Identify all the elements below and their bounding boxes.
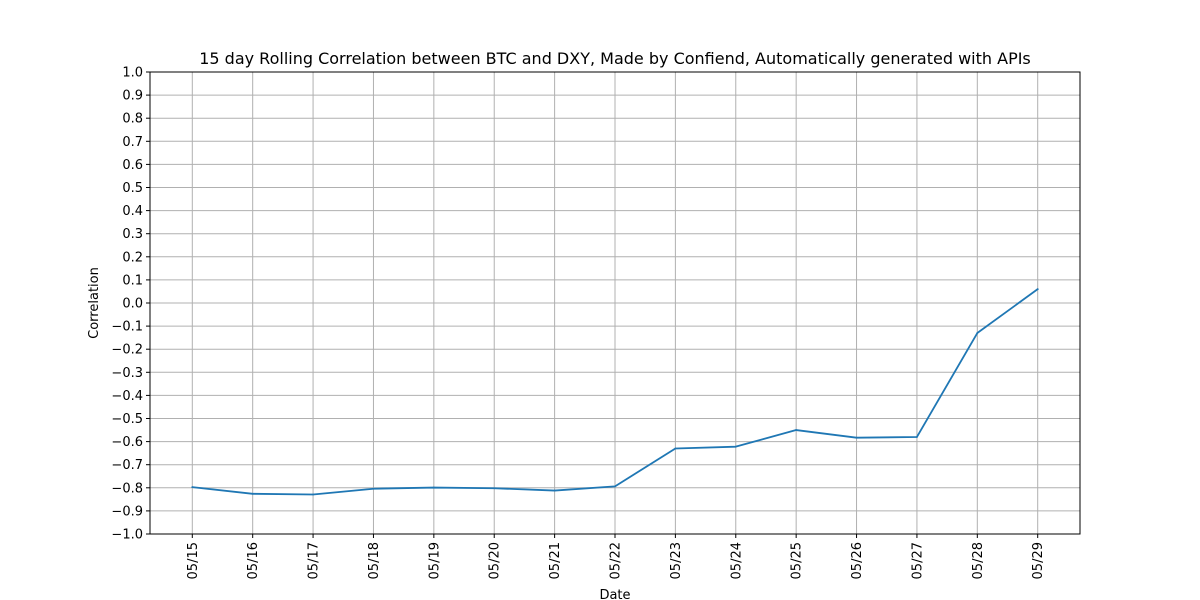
y-tick-label: −0.8 [111,481,143,496]
data-point [976,332,979,334]
y-tick-label: 0.8 [122,112,143,127]
data-point [432,486,435,489]
y-tick-label: 0.6 [122,158,143,173]
y-axis-label: Correlation [87,267,102,339]
x-tick-label: 05/22 [609,542,624,579]
y-tick-label: 1.0 [122,66,143,81]
x-tick-label: 05/29 [1031,542,1046,579]
y-axis: −1.0 −0.9 −0.8 −0.7 −0.6 −0.5 −0.4 −0.3 −0.2 −0.1… [111,66,150,543]
x-tick-label: 05/17 [307,542,322,579]
data-point [251,492,254,495]
x-tick-label: 05/19 [427,542,442,579]
x-tick-label: 05/20 [488,542,503,579]
data-point [553,489,556,492]
y-tick-label: −1.0 [111,528,143,543]
x-tick-label: 05/24 [729,542,744,579]
data-point [734,445,737,448]
y-tick-label: −0.9 [111,504,143,519]
x-tick-label: 05/28 [971,542,986,579]
x-tick-label: 05/27 [910,542,925,579]
y-tick-label: −0.3 [111,366,143,381]
grid [150,71,1080,535]
y-tick-label: 0.3 [122,227,143,242]
data-point [614,485,616,488]
y-tick-label: 0.0 [122,297,143,312]
data-point [312,493,314,496]
y-tick-label: −0.6 [111,435,143,450]
x-tick-label: 05/23 [669,542,684,579]
x-tick-label: 05/21 [548,542,563,579]
y-tick-label: −0.2 [111,343,143,358]
y-tick-label: 0.7 [122,135,143,150]
x-tick-label: 05/16 [246,542,261,579]
data-point [855,436,858,439]
data-point [493,487,496,490]
data-point [916,436,918,438]
chart-title: 15 day Rolling Correlation between BTC a… [199,49,1031,68]
data-point [1036,288,1039,291]
y-tick-label: 0.2 [122,250,143,265]
y-tick-label: 0.4 [122,204,143,219]
y-tick-label: 0.5 [122,181,143,196]
y-tick-label: −0.7 [111,458,143,473]
y-tick-label: −0.1 [111,320,143,335]
y-tick-label: 0.9 [122,89,143,104]
x-tick-label: 05/25 [790,542,805,579]
series-layer [191,288,1039,496]
x-axis-label: Date [599,588,630,600]
y-tick-label: −0.4 [111,389,143,404]
x-tick-label: 05/15 [186,542,201,579]
data-point [795,429,798,431]
x-axis: 05/15 05/16 05/17 05/18 05/19 05/20 05/21 05/22… [186,534,1046,579]
y-tick-label: −0.5 [111,412,143,427]
data-point [674,447,677,450]
x-tick-label: 05/26 [850,542,865,579]
x-tick-label: 05/18 [367,542,382,579]
data-point [372,487,375,490]
y-tick-label: 0.1 [122,273,143,288]
data-point [191,486,194,489]
